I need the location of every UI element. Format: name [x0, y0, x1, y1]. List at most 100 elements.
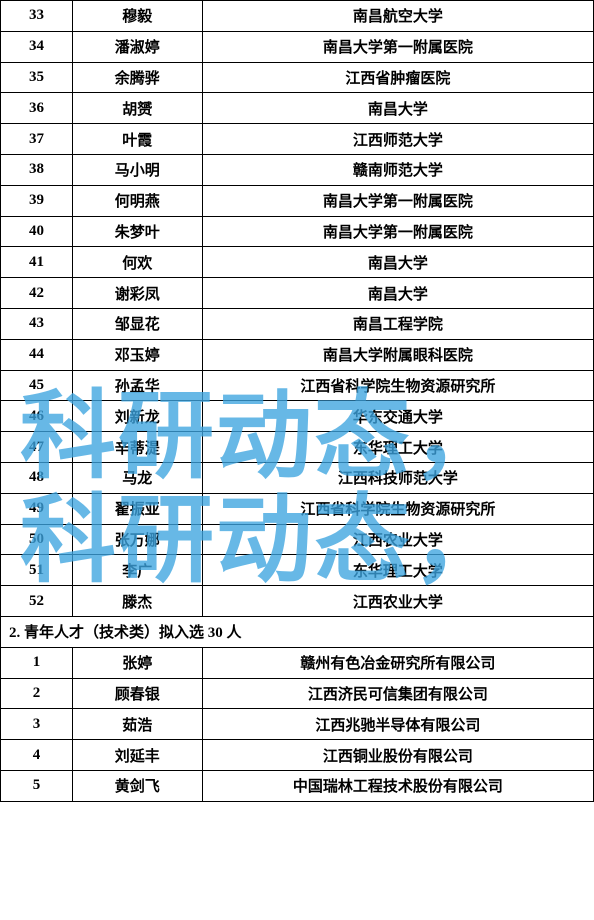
person-name: 辛蒂湜	[72, 432, 202, 463]
person-name: 刘延丰	[72, 740, 202, 771]
section-header-cell: 2. 青年人才（技术类）拟入选 30 人	[1, 616, 594, 647]
row-number: 38	[1, 154, 73, 185]
table-row: 49翟振亚江西省科学院生物资源研究所	[1, 493, 594, 524]
org-name: 东华理工大学	[202, 555, 593, 586]
row-number: 43	[1, 308, 73, 339]
org-name: 江西省科学院生物资源研究所	[202, 493, 593, 524]
row-number: 3	[1, 709, 73, 740]
row-number: 50	[1, 524, 73, 555]
org-name: 南昌大学附属眼科医院	[202, 339, 593, 370]
person-name: 邹显花	[72, 308, 202, 339]
person-name: 翟振亚	[72, 493, 202, 524]
org-name: 南昌工程学院	[202, 308, 593, 339]
table-row: 38马小明赣南师范大学	[1, 154, 594, 185]
row-number: 40	[1, 216, 73, 247]
row-number: 41	[1, 247, 73, 278]
row-number: 36	[1, 93, 73, 124]
table-row: 34潘淑婷南昌大学第一附属医院	[1, 31, 594, 62]
org-name: 华东交通大学	[202, 401, 593, 432]
row-number: 51	[1, 555, 73, 586]
person-name: 穆毅	[72, 1, 202, 32]
org-name: 江西省肿瘤医院	[202, 62, 593, 93]
table-row: 41何欢南昌大学	[1, 247, 594, 278]
person-name: 李广	[72, 555, 202, 586]
row-number: 46	[1, 401, 73, 432]
table-row: 1张婷赣州有色冶金研究所有限公司	[1, 647, 594, 678]
person-name: 马龙	[72, 462, 202, 493]
row-number: 44	[1, 339, 73, 370]
person-name: 谢彩凤	[72, 278, 202, 309]
person-name: 何欢	[72, 247, 202, 278]
person-name: 顾春银	[72, 678, 202, 709]
org-name: 中国瑞林工程技术股份有限公司	[202, 770, 593, 801]
row-number: 48	[1, 462, 73, 493]
person-name: 茹浩	[72, 709, 202, 740]
person-name: 何明燕	[72, 185, 202, 216]
person-name: 潘淑婷	[72, 31, 202, 62]
section-header-row: 2. 青年人才（技术类）拟入选 30 人	[1, 616, 594, 647]
org-name: 南昌大学第一附属医院	[202, 216, 593, 247]
table-row: 35余腾骅江西省肿瘤医院	[1, 62, 594, 93]
org-name: 东华理工大学	[202, 432, 593, 463]
row-number: 35	[1, 62, 73, 93]
table-row: 47辛蒂湜东华理工大学	[1, 432, 594, 463]
person-name: 马小明	[72, 154, 202, 185]
table-row: 44邓玉婷南昌大学附属眼科医院	[1, 339, 594, 370]
org-name: 江西农业大学	[202, 586, 593, 617]
table-row: 40朱梦叶南昌大学第一附属医院	[1, 216, 594, 247]
table-row: 33穆毅南昌航空大学	[1, 1, 594, 32]
table-row: 2顾春银江西济民可信集团有限公司	[1, 678, 594, 709]
org-name: 南昌大学第一附属医院	[202, 31, 593, 62]
table-row: 50张万娜江西农业大学	[1, 524, 594, 555]
row-number: 37	[1, 124, 73, 155]
org-name: 南昌大学	[202, 247, 593, 278]
person-name: 胡赟	[72, 93, 202, 124]
org-name: 南昌大学	[202, 278, 593, 309]
table-row: 37叶霞江西师范大学	[1, 124, 594, 155]
row-number: 39	[1, 185, 73, 216]
org-name: 南昌大学	[202, 93, 593, 124]
table-row: 43邹显花南昌工程学院	[1, 308, 594, 339]
org-name: 江西师范大学	[202, 124, 593, 155]
person-name: 朱梦叶	[72, 216, 202, 247]
org-name: 赣南师范大学	[202, 154, 593, 185]
table-body: 33穆毅南昌航空大学34潘淑婷南昌大学第一附属医院35余腾骅江西省肿瘤医院36胡…	[1, 1, 594, 802]
table-row: 5黄剑飞中国瑞林工程技术股份有限公司	[1, 770, 594, 801]
org-name: 江西铜业股份有限公司	[202, 740, 593, 771]
row-number: 47	[1, 432, 73, 463]
row-number: 1	[1, 647, 73, 678]
table-row: 51李广东华理工大学	[1, 555, 594, 586]
row-number: 2	[1, 678, 73, 709]
table-row: 46刘新龙华东交通大学	[1, 401, 594, 432]
person-name: 黄剑飞	[72, 770, 202, 801]
org-name: 江西济民可信集团有限公司	[202, 678, 593, 709]
person-name: 刘新龙	[72, 401, 202, 432]
org-name: 赣州有色冶金研究所有限公司	[202, 647, 593, 678]
table-row: 45孙孟华江西省科学院生物资源研究所	[1, 370, 594, 401]
org-name: 南昌大学第一附属医院	[202, 185, 593, 216]
person-name: 张万娜	[72, 524, 202, 555]
org-name: 江西农业大学	[202, 524, 593, 555]
person-name: 邓玉婷	[72, 339, 202, 370]
table-row: 36胡赟南昌大学	[1, 93, 594, 124]
org-name: 南昌航空大学	[202, 1, 593, 32]
row-number: 33	[1, 1, 73, 32]
table-row: 4刘延丰江西铜业股份有限公司	[1, 740, 594, 771]
org-name: 江西兆驰半导体有限公司	[202, 709, 593, 740]
row-number: 5	[1, 770, 73, 801]
data-table: 33穆毅南昌航空大学34潘淑婷南昌大学第一附属医院35余腾骅江西省肿瘤医院36胡…	[0, 0, 594, 802]
person-name: 滕杰	[72, 586, 202, 617]
table-row: 39何明燕南昌大学第一附属医院	[1, 185, 594, 216]
table-row: 3茹浩江西兆驰半导体有限公司	[1, 709, 594, 740]
table-row: 52滕杰江西农业大学	[1, 586, 594, 617]
table-row: 42谢彩凤南昌大学	[1, 278, 594, 309]
row-number: 4	[1, 740, 73, 771]
person-name: 孙孟华	[72, 370, 202, 401]
row-number: 49	[1, 493, 73, 524]
person-name: 叶霞	[72, 124, 202, 155]
org-name: 江西科技师范大学	[202, 462, 593, 493]
row-number: 52	[1, 586, 73, 617]
row-number: 34	[1, 31, 73, 62]
row-number: 42	[1, 278, 73, 309]
row-number: 45	[1, 370, 73, 401]
